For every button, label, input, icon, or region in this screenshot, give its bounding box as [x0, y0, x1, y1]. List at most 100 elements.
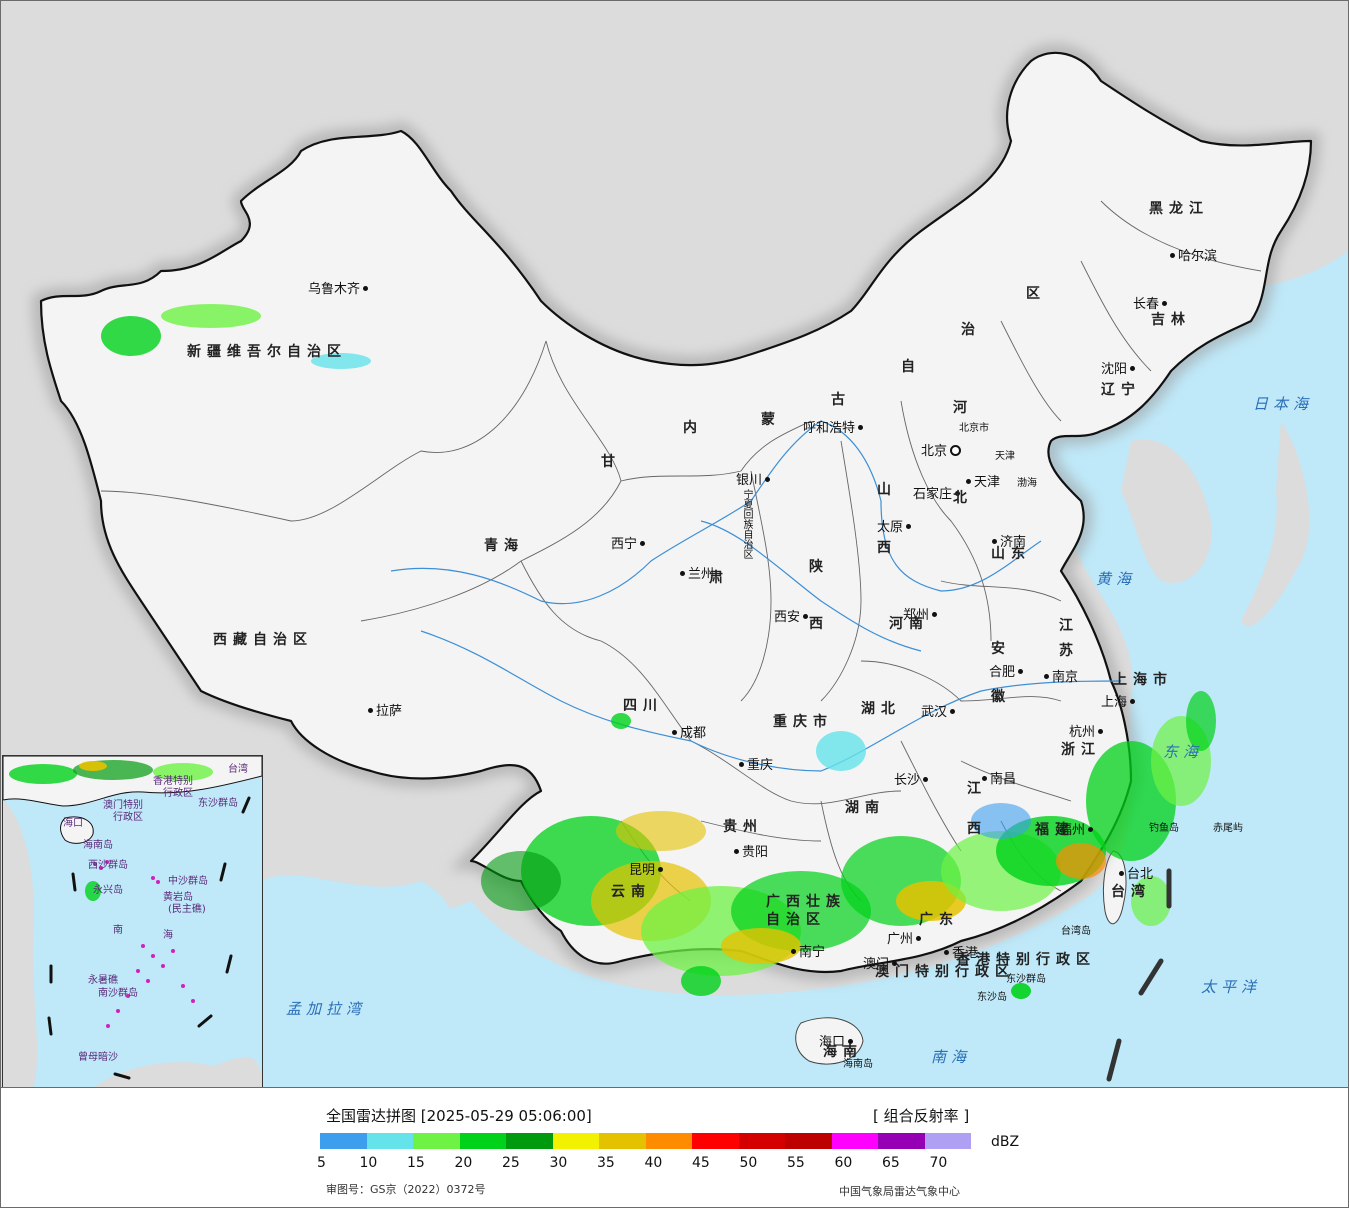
province-label: 北 — [953, 490, 973, 506]
city-dot-icon — [950, 709, 956, 714]
city-dot-icon — [906, 524, 912, 529]
maritime-boundary — [1106, 868, 1172, 1082]
city-label: 拉萨 — [365, 700, 402, 719]
inset-echoes — [9, 760, 213, 901]
inset-label: 海南岛 — [83, 840, 113, 851]
city-dot-icon — [765, 477, 771, 482]
city-dot-icon — [680, 571, 685, 576]
province-label: 贵州 — [723, 819, 763, 835]
sea-label: 黄海 — [1096, 570, 1137, 588]
city-label: 兰州 — [677, 563, 714, 582]
city-dot-icon — [1018, 669, 1024, 674]
radar-echo — [616, 811, 706, 851]
radar-echo — [311, 353, 371, 369]
inset-label: 澳门特别 — [103, 800, 143, 811]
city-label: 天津 — [963, 471, 1000, 490]
city-name: 长沙 — [894, 773, 921, 788]
province-label: 重庆市 — [773, 714, 833, 730]
radar-echo — [481, 851, 561, 911]
inset-label: 海 — [163, 930, 173, 941]
city-label: 武汉 — [921, 701, 958, 720]
province-label: 海南 — [823, 1044, 863, 1060]
city-name: 太原 — [877, 520, 904, 535]
data-source: 中国气象局雷达气象中心 — [839, 1185, 960, 1198]
color-scale — [320, 1133, 971, 1149]
city-dot-icon — [944, 950, 949, 955]
radar-echoes — [101, 304, 1216, 999]
province-label: 黑龙江 — [1149, 201, 1209, 217]
province-label: 台湾 — [1111, 884, 1151, 900]
scale-tick-label: 15 — [407, 1155, 425, 1171]
inset-land-borneo — [94, 1057, 262, 1087]
province-label: 古 — [831, 392, 851, 408]
inset-label: 南沙群岛 — [98, 988, 138, 999]
province-label: 澳门特别行政区 — [875, 964, 1015, 980]
place-label: 东沙岛 — [977, 992, 1007, 1003]
city-dot-icon — [1098, 729, 1104, 734]
radar-echo — [161, 304, 261, 328]
province-label: 吉林 — [1151, 312, 1191, 328]
legend-title: 全国雷达拼图 [2025-05-29 05:06:00] — [326, 1107, 592, 1125]
city-name: 杭州 — [1069, 725, 1096, 740]
province-label: 肃 — [709, 570, 729, 586]
inset-label: 行政区 — [163, 788, 193, 799]
place-label: 海南岛 — [843, 1059, 873, 1070]
city-dot-icon — [1119, 871, 1124, 876]
province-label: 新疆维吾尔自治区 — [187, 344, 347, 360]
color-swatch — [831, 1133, 878, 1149]
sea-label: 太平洋 — [1201, 978, 1262, 996]
color-swatch — [692, 1133, 739, 1149]
city-label: 西安 — [774, 606, 811, 625]
place-label: 天津 — [995, 451, 1015, 462]
city-label: 台北 — [1116, 863, 1153, 882]
color-swatch — [552, 1133, 599, 1149]
province-label: 云南 — [611, 884, 651, 900]
province-label: 广西壮族 — [766, 894, 846, 910]
city-dot-icon — [1088, 827, 1094, 832]
place-label: 台湾岛 — [1061, 926, 1091, 937]
city-dot-icon — [892, 961, 898, 966]
color-swatch — [785, 1133, 832, 1149]
city-name: 重庆 — [747, 758, 774, 773]
province-label: 湖北 — [861, 701, 901, 717]
color-swatch — [413, 1133, 460, 1149]
city-name: 南昌 — [990, 772, 1017, 787]
color-swatch — [924, 1133, 971, 1149]
province-label: 西 — [809, 616, 829, 632]
radar-map[interactable]: 乌鲁木齐 拉萨 西宁 兰州 银川 呼和浩特 北京 天津 石家庄 太原 济南 郑州 西安 合肥 南京 上海 杭州武… — [1, 1, 1348, 1088]
city-dot-icon — [803, 614, 809, 619]
province-label: 山 — [877, 482, 897, 498]
city-name: 兰州 — [688, 567, 715, 582]
legend-product: [ 组合反射率 ] — [873, 1107, 970, 1125]
province-label: 上海市 — [1113, 672, 1173, 688]
inset-islands — [93, 860, 195, 1028]
city-name: 贵阳 — [742, 845, 769, 860]
radar-echo — [1186, 691, 1216, 751]
city-name: 乌鲁木齐 — [308, 282, 361, 297]
south-china-sea-inset[interactable]: 海口 台湾 香港特别 行政区 澳门特别 行政区 东沙群岛 海南岛 西沙群岛 永兴岛 中沙群岛 黄岩岛(… — [2, 755, 263, 1087]
color-swatch — [645, 1133, 692, 1149]
hainan-island — [795, 1017, 864, 1065]
city-label: 太原 — [877, 516, 914, 535]
scale-tick-label: 60 — [834, 1155, 853, 1171]
place-label: 渤海 — [1017, 478, 1037, 489]
city-dot-icon — [858, 425, 864, 430]
review-number: 审图号：GS京（2022）0372号 — [326, 1183, 486, 1196]
scale-tick-label: 10 — [359, 1155, 378, 1171]
place-label: 东沙群岛 — [1006, 974, 1046, 985]
city-name: 沈阳 — [1101, 362, 1128, 377]
place-label: 北京市 — [959, 423, 989, 434]
city-dot-icon — [966, 479, 971, 484]
city-name: 银川 — [736, 473, 763, 488]
city-name: 北京 — [921, 444, 948, 459]
province-label: 徽 — [991, 689, 1011, 705]
color-swatch — [506, 1133, 553, 1149]
province-label: 安 — [991, 641, 1011, 657]
city-name: 昆明 — [629, 863, 656, 878]
city-label: 北京 — [921, 440, 964, 459]
city-name: 天津 — [974, 475, 1001, 490]
radar-echo — [1131, 876, 1171, 926]
inset-label: 行政区 — [113, 812, 143, 823]
city-name: 长春 — [1133, 297, 1160, 312]
